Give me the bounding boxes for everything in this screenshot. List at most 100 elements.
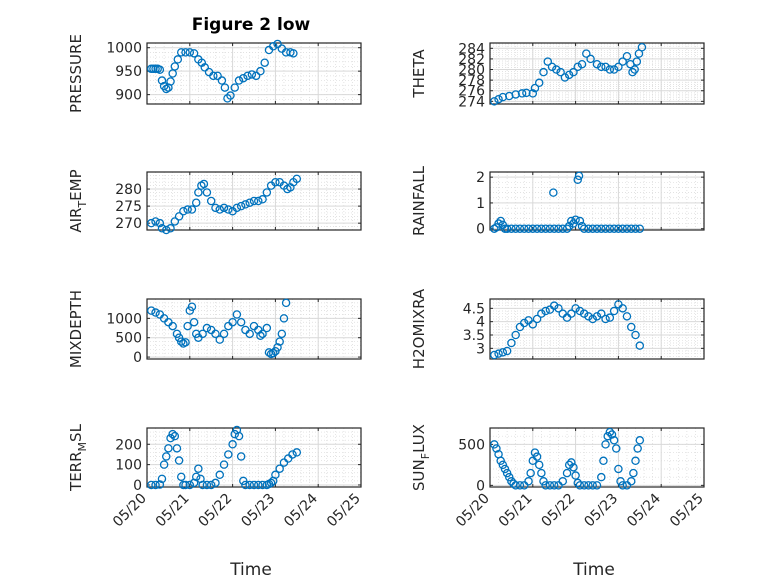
data-point: [151, 217, 160, 226]
data-point: [537, 468, 546, 478]
data-point: [236, 201, 246, 211]
data-point: [614, 224, 623, 233]
y-tick-label: 1: [476, 196, 485, 212]
axes-box: [146, 427, 362, 488]
data-point: [181, 480, 190, 490]
x-tick-label: 05/20: [110, 491, 150, 531]
data-point: [269, 42, 278, 51]
data-point: [277, 329, 287, 339]
data-point: [198, 329, 207, 339]
data-point: [573, 62, 582, 72]
data-point: [490, 440, 499, 449]
data-point: [215, 335, 225, 344]
data-point: [605, 427, 615, 437]
y-tick-label: 284: [458, 41, 485, 57]
y-tick-label: 274: [458, 94, 485, 110]
data-point: [251, 71, 261, 81]
y-tick-label: 280: [458, 63, 485, 79]
data-point: [522, 88, 531, 98]
data-point: [579, 309, 589, 318]
data-point: [534, 460, 544, 470]
data-point: [628, 67, 637, 77]
data-point: [592, 224, 602, 233]
data-point: [199, 179, 209, 189]
data-point: [534, 78, 544, 88]
data-point: [176, 48, 186, 57]
data-point: [496, 456, 505, 466]
data-point: [181, 338, 190, 347]
data-point: [511, 481, 520, 490]
data-point: [155, 65, 165, 74]
data-point: [500, 464, 510, 474]
axes-box: [146, 298, 362, 360]
data-point: [507, 224, 516, 233]
figure-title: Figure 2 low: [192, 15, 311, 35]
data-point: [575, 306, 585, 316]
data-point: [547, 62, 557, 72]
data-point: [562, 224, 572, 233]
data-point: [618, 304, 627, 313]
data-point: [490, 350, 499, 360]
y-tick-label: 3: [476, 341, 485, 357]
data-point: [567, 309, 576, 318]
data-point: [592, 312, 602, 321]
data-point: [629, 468, 638, 478]
data-point: [584, 224, 593, 233]
y-tick-label: 276: [458, 84, 485, 100]
y-tick-label: 500: [115, 331, 142, 347]
data-point: [170, 62, 180, 71]
data-point: [224, 205, 233, 214]
data-point: [549, 224, 559, 233]
data-point: [574, 171, 584, 181]
data-point: [635, 436, 645, 445]
data-point: [281, 298, 291, 308]
subplot-6: 33.544.5 H2OMIXRA: [410, 288, 705, 369]
data-point: [626, 477, 636, 486]
axes-box: [489, 42, 705, 105]
data-point: [241, 480, 250, 490]
y-axis-label: TERRMSL: [67, 423, 89, 492]
data-point: [157, 76, 167, 85]
data-point: [601, 62, 610, 72]
data-point: [271, 470, 280, 480]
y-tick-label: 2: [476, 170, 485, 186]
data-point: [209, 71, 218, 81]
data-point: [626, 224, 636, 233]
data-point: [254, 196, 263, 206]
data-point: [539, 477, 548, 486]
data-point: [243, 71, 252, 81]
data-point: [147, 306, 156, 315]
data-point: [601, 314, 610, 324]
data-point: [507, 338, 516, 348]
data-point: [172, 444, 182, 453]
data-point: [631, 456, 640, 466]
data-point: [249, 480, 259, 490]
data-point: [519, 224, 529, 233]
data-point: [588, 224, 597, 233]
y-axis-label: PRESSURE: [67, 34, 85, 113]
data-point: [191, 198, 201, 207]
data-point: [275, 337, 284, 346]
data-point: [515, 481, 525, 490]
data-point: [616, 477, 625, 486]
data-point: [545, 481, 555, 490]
data-point: [575, 481, 585, 490]
y-tick-label: 200: [115, 437, 142, 453]
data-point: [528, 320, 538, 329]
data-point: [626, 322, 636, 332]
data-point: [614, 62, 623, 72]
y-tick-label: 278: [458, 73, 485, 89]
data-point: [189, 317, 199, 327]
data-point: [173, 55, 183, 64]
data-point: [597, 309, 606, 318]
data-point: [526, 468, 535, 478]
y-tick-label: 950: [115, 64, 142, 80]
data-point: [241, 325, 250, 335]
data-point: [543, 57, 553, 66]
data-point: [562, 468, 572, 478]
data-point: [524, 224, 533, 233]
data-point: [635, 341, 645, 350]
data-point: [230, 429, 239, 439]
data-point: [275, 464, 284, 473]
data-point: [530, 448, 540, 457]
